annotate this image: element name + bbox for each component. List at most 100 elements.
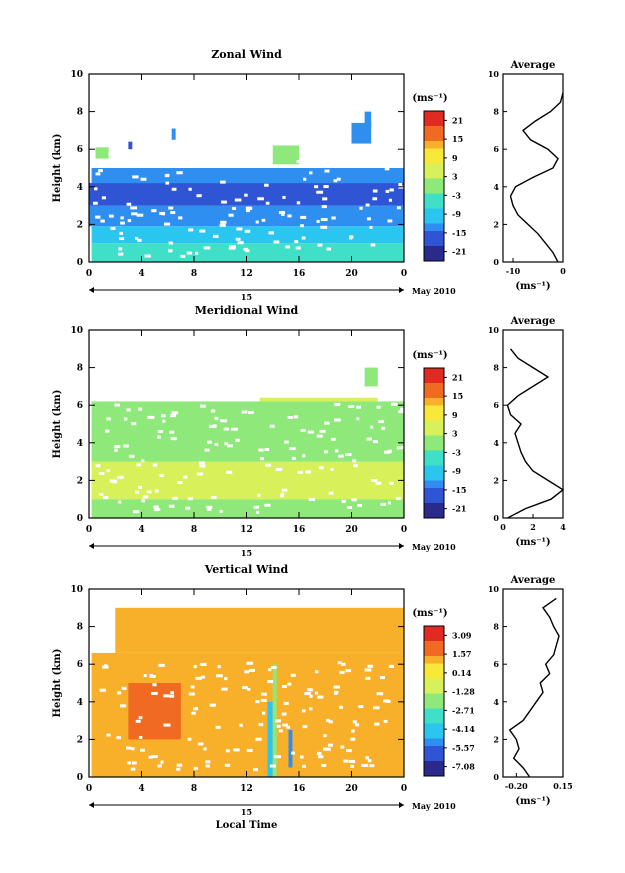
- gap-cell: [385, 189, 390, 193]
- colorbar-swatch: [424, 686, 444, 694]
- y-tick-label: 10: [70, 326, 83, 336]
- gap-cell: [346, 749, 352, 753]
- gap-cell: [140, 748, 145, 752]
- gap-cell: [105, 429, 110, 433]
- gap-cell: [121, 686, 127, 690]
- gap-cell: [127, 761, 132, 765]
- gap-cell: [123, 444, 129, 448]
- gap-cell: [118, 500, 122, 504]
- gap-cell: [195, 676, 202, 680]
- gap-cell: [333, 179, 338, 183]
- gap-cell: [108, 152, 116, 156]
- gap-cell: [333, 685, 341, 689]
- gap-cell: [199, 229, 206, 233]
- gap-cell: [108, 214, 114, 218]
- average-y-tick-label: 2: [493, 219, 499, 229]
- gap-cell: [201, 675, 206, 679]
- gap-cell: [396, 496, 401, 500]
- gap-cell: [187, 737, 192, 741]
- colorbar-frame: [423, 110, 445, 262]
- month-label: May 2010: [412, 542, 456, 552]
- gap-cell: [246, 206, 252, 210]
- average-x-tick-label: 0: [560, 266, 566, 276]
- gap-cell: [98, 472, 105, 476]
- gap-cell: [165, 181, 170, 185]
- colorbar-label: -9: [452, 209, 461, 219]
- x-tick-label: 12: [240, 525, 253, 535]
- average-y-tick-label: 0: [493, 772, 499, 782]
- heatmap-cell: [91, 226, 404, 244]
- gap-cell: [243, 247, 248, 251]
- colorbar-swatch: [424, 723, 444, 732]
- gap-cell: [234, 198, 242, 202]
- gap-cell: [282, 195, 286, 199]
- colorbar-label: -3: [452, 447, 461, 457]
- heatmap-cell: [91, 401, 404, 462]
- heatmap-cell: [272, 664, 277, 777]
- gap-cell: [325, 154, 331, 158]
- colorbar-swatch: [424, 656, 444, 664]
- gap-cell: [228, 246, 236, 250]
- colorbar-swatch: [424, 208, 444, 217]
- colorbar-swatch: [424, 480, 444, 489]
- gap-cell: [117, 153, 122, 157]
- gap-cell: [316, 219, 320, 223]
- gap-cell: [257, 197, 264, 201]
- gap-cell: [120, 216, 124, 220]
- gap-cell: [99, 688, 107, 692]
- gap-cell: [231, 206, 237, 210]
- colorbar-label: -21: [452, 247, 466, 257]
- gap-cell: [356, 405, 362, 409]
- gap-cell: [281, 488, 288, 492]
- gap-cell: [220, 220, 227, 224]
- gap-cell: [237, 241, 244, 245]
- x-tick-label: 20: [345, 525, 358, 535]
- gap-cell: [224, 763, 231, 767]
- colorbar-swatch: [424, 435, 444, 444]
- gap-cell: [339, 705, 343, 709]
- y-tick-label: 10: [70, 585, 83, 595]
- panel-title: Zonal Wind: [211, 48, 282, 61]
- y-tick-label: 2: [77, 476, 83, 486]
- gap-cell: [370, 425, 374, 429]
- gap-cell: [400, 407, 406, 411]
- colorbar-frame: [423, 625, 445, 777]
- gap-cell: [302, 764, 306, 768]
- gap-cell: [136, 463, 141, 467]
- gap-cell: [183, 475, 188, 479]
- gap-cell: [321, 764, 327, 768]
- gap-cell: [214, 416, 219, 420]
- gap-cell: [269, 764, 276, 768]
- gap-cell: [131, 422, 137, 426]
- gap-cell: [138, 407, 143, 411]
- x-tick-label: 8: [191, 525, 197, 535]
- gap-cell: [203, 747, 207, 751]
- gap-cell: [130, 206, 138, 210]
- colorbar-swatch: [424, 458, 444, 466]
- gap-cell: [253, 768, 259, 772]
- gap-cell: [265, 463, 271, 467]
- x-tick-label: 16: [293, 269, 306, 279]
- gap-cell: [199, 464, 206, 468]
- heatmap-cell: [171, 128, 176, 140]
- gap-cell: [334, 418, 341, 422]
- gap-cell: [161, 212, 165, 216]
- date-label: 15: [241, 292, 252, 302]
- gap-cell: [375, 481, 382, 485]
- x-tick-label: 8: [191, 269, 197, 279]
- average-y-tick-label: 2: [493, 734, 499, 744]
- gap-cell: [204, 448, 210, 452]
- gap-cell: [194, 251, 199, 255]
- colorbar-label: -5.57: [452, 743, 475, 753]
- y-tick-label: 4: [77, 183, 83, 193]
- gap-cell: [176, 763, 183, 767]
- gap-cell: [193, 665, 197, 669]
- gap-cell: [255, 737, 262, 741]
- gap-cell: [352, 720, 357, 724]
- gap-cell: [282, 684, 287, 688]
- y-tick-label: 8: [77, 364, 83, 374]
- gap-cell: [330, 437, 336, 441]
- gap-cell: [224, 677, 228, 681]
- gap-cell: [171, 411, 179, 415]
